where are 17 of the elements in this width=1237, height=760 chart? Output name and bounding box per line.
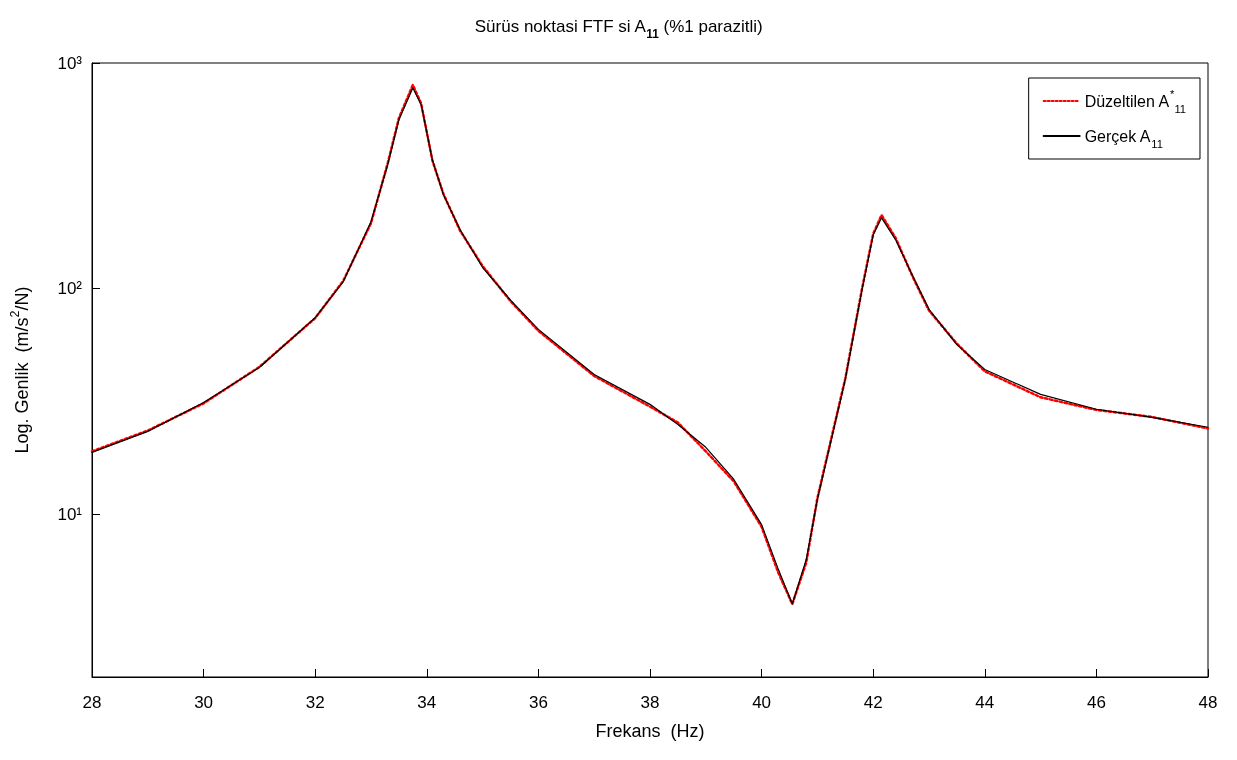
x-tick-label: 38	[640, 693, 660, 712]
legend-label: Düzeltilen A*11	[1084, 87, 1187, 115]
x-tick-label: 40	[752, 693, 772, 712]
x-tick-label: 34	[417, 693, 437, 712]
y-tick-label: 10²	[57, 279, 83, 299]
y-axis-title: Log. Genlik (m/s2/N)	[7, 286, 32, 454]
y-tick-label: 10³	[57, 53, 83, 73]
x-tick-label: 30	[194, 693, 214, 712]
x-tick-label: 32	[305, 693, 325, 712]
x-axis-title: Frekans (Hz)	[595, 721, 705, 741]
x-tick-label: 46	[1086, 693, 1106, 712]
y-tick-label: 10¹	[57, 504, 83, 524]
x-tick-label: 42	[863, 693, 883, 712]
x-tick-label: 28	[82, 693, 102, 712]
x-tick-label: 36	[528, 693, 548, 712]
x-tick-label: 48	[1198, 693, 1218, 712]
x-tick-label: 44	[975, 693, 995, 712]
